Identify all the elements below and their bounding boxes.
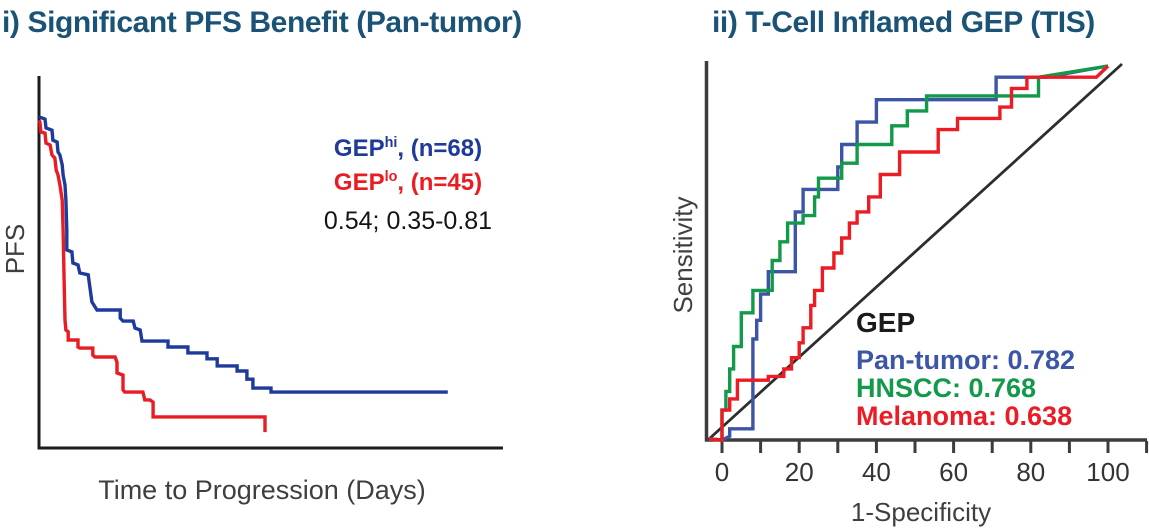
km-x-axis-label: Time to Progression (Days) bbox=[98, 475, 426, 505]
roc-legend-melanoma: Melanoma: 0.638 bbox=[856, 401, 1073, 431]
km-legend-gep-lo-suffix: , (n=45) bbox=[397, 169, 483, 196]
roc-axes bbox=[704, 61, 1147, 442]
roc-curve-pan-tumor bbox=[708, 64, 1109, 442]
left-panel-title: i) Significant PFS Benefit (Pan-tumor) bbox=[2, 6, 522, 39]
km-curve-gep-hi bbox=[38, 115, 448, 394]
roc-y-axis-label: Sensitivity bbox=[668, 196, 698, 314]
km-legend-gep-hi-prefix: GEP bbox=[333, 135, 385, 162]
roc-x-ticks bbox=[720, 441, 1149, 453]
roc-curves-group bbox=[708, 64, 1110, 442]
km-legend: GEPhi, (n=68) GEPlo, (n=45) 0.54; 0.35-0… bbox=[288, 129, 528, 235]
roc-curve-hnscc bbox=[708, 64, 1109, 442]
km-legend-gep-lo: GEPlo, (n=45) bbox=[288, 163, 528, 197]
km-legend-gep-hi: GEPhi, (n=68) bbox=[288, 129, 528, 163]
roc-legend-hnscc: HNSCC: 0.768 bbox=[856, 373, 1037, 403]
roc-x-tick-label-60: 60 bbox=[939, 457, 968, 487]
km-legend-gep-hi-suffix: , (n=68) bbox=[397, 135, 483, 162]
roc-x-tick-label-100: 100 bbox=[1086, 457, 1129, 487]
roc-x-tick-label-40: 40 bbox=[862, 457, 891, 487]
km-curve-gep-lo bbox=[37, 119, 267, 433]
km-curves-group bbox=[37, 115, 448, 433]
km-legend-gep-lo-sup: lo bbox=[384, 169, 398, 185]
right-panel-title: ii) T-Cell Inflamed GEP (TIS) bbox=[712, 6, 1095, 39]
km-axes bbox=[37, 76, 503, 450]
km-hazard-ratio: 0.54; 0.35-0.81 bbox=[323, 207, 493, 235]
km-legend-gep-lo-prefix: GEP bbox=[333, 169, 385, 196]
km-legend-gep-hi-sup: hi bbox=[384, 135, 398, 151]
roc-x-tick-label-20: 20 bbox=[785, 457, 814, 487]
roc-legend-title: GEP bbox=[856, 307, 916, 338]
roc-curve-melanoma bbox=[708, 64, 1110, 442]
roc-x-axis-label: 1-Specificity bbox=[850, 497, 992, 527]
roc-x-tick-label-80: 80 bbox=[1016, 457, 1045, 487]
roc-x-tick-labels: 0 20 40 60 80 100 bbox=[715, 457, 1130, 487]
roc-x-tick-label-0: 0 bbox=[715, 457, 729, 487]
roc-legend: GEP Pan-tumor: 0.782 HNSCC: 0.768 Melano… bbox=[856, 307, 1076, 431]
km-y-axis-label: PFS bbox=[0, 223, 30, 275]
roc-legend-pan-tumor: Pan-tumor: 0.782 bbox=[856, 345, 1076, 375]
